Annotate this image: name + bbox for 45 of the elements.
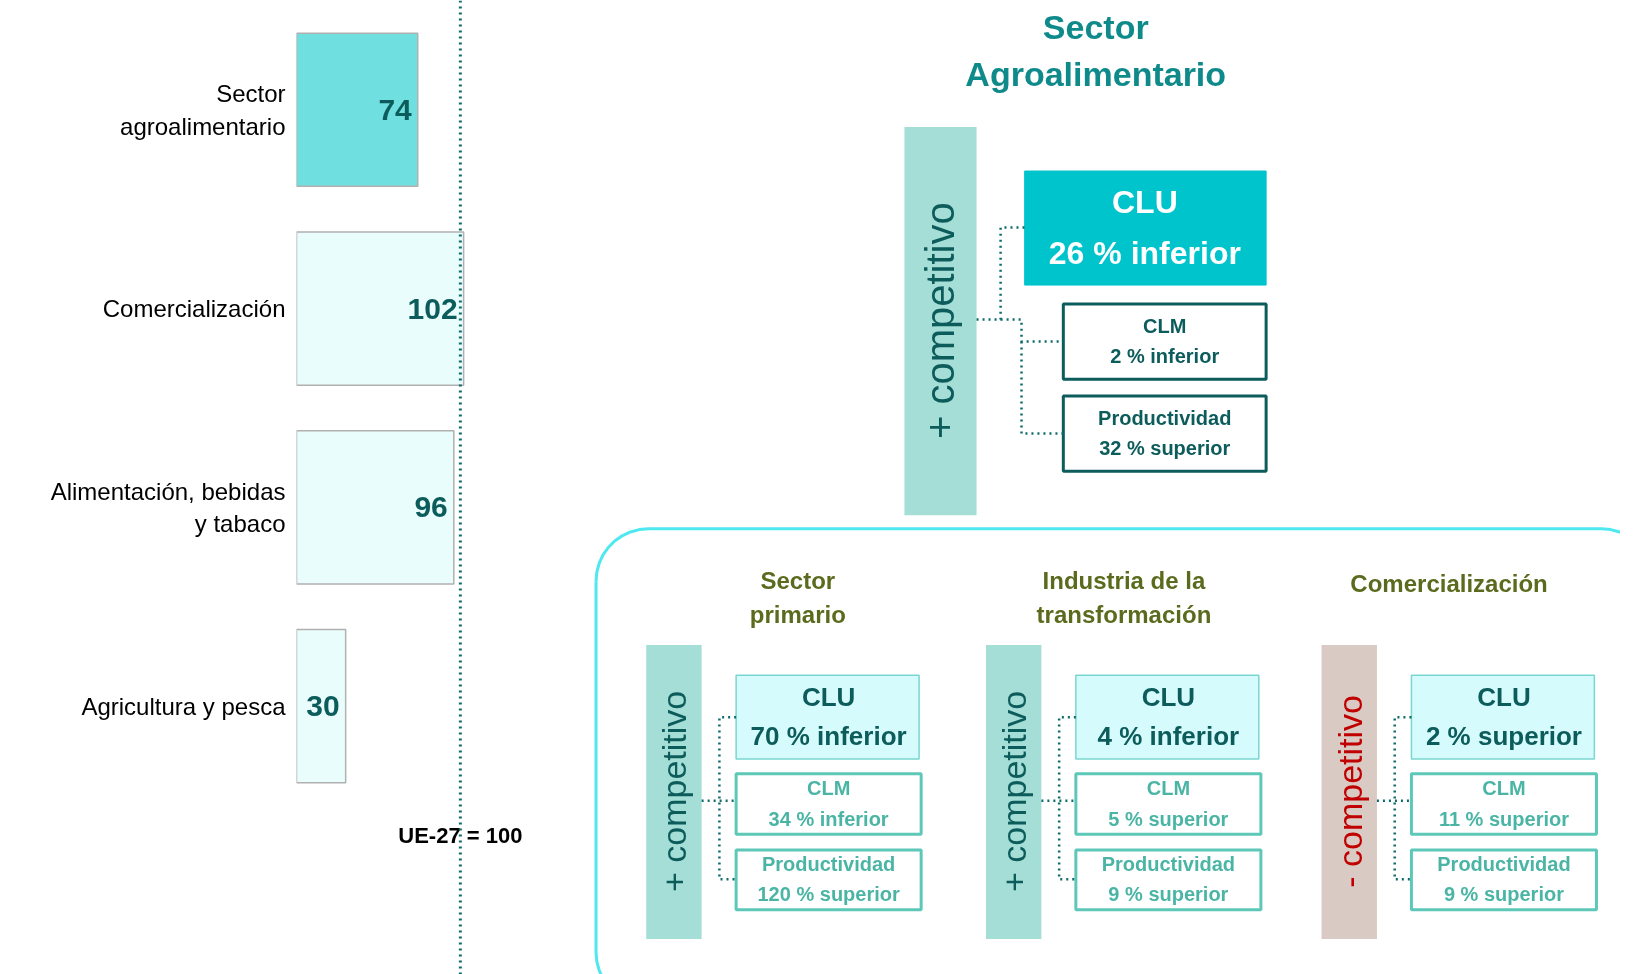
text: CLU — [1477, 682, 1531, 713]
text: Sector primario — [749, 567, 846, 629]
text: + competitivo — [995, 690, 1034, 893]
data-label: 74 — [378, 92, 413, 126]
text: CLM — [1482, 777, 1526, 800]
bar — [296, 628, 347, 784]
text: Comercialización — [1350, 569, 1548, 597]
text: 9 % superior — [1443, 882, 1565, 905]
text: Industria de la transformación — [1036, 567, 1212, 629]
text: 2 % superior — [1425, 720, 1582, 751]
text: 34 % inferior — [768, 807, 889, 830]
text: 26 % inferior — [1048, 234, 1241, 271]
bar — [296, 430, 455, 585]
data-label: 30 — [306, 689, 340, 723]
text: - competitivo — [1330, 695, 1369, 888]
text: 9 % superior — [1108, 882, 1229, 905]
text: 5 % superior — [1108, 807, 1229, 830]
text: CLM — [1146, 777, 1191, 800]
y-tick-label: Agricultura y pesca — [81, 692, 287, 720]
data-label: 96 — [414, 490, 448, 524]
bar — [296, 231, 465, 386]
bar — [296, 32, 419, 188]
text: 120 % superior — [757, 882, 900, 905]
text: Productividad — [1101, 852, 1236, 875]
text: Productividad — [1098, 406, 1232, 429]
text: CLM — [1143, 314, 1187, 337]
text: CLU — [801, 682, 856, 713]
text: 70 % inferior — [750, 720, 907, 751]
data-label: 102 — [407, 291, 458, 325]
text: CLM — [806, 777, 851, 800]
text: Productividad — [761, 852, 896, 875]
text: + competitivo — [917, 202, 962, 440]
text: + competitivo — [655, 690, 694, 893]
y-tick-label: Sector agroalimentario — [120, 80, 286, 140]
text: 11 % superior — [1438, 807, 1570, 830]
text: 2 % inferior — [1110, 345, 1220, 368]
text: 4 % inferior — [1097, 720, 1240, 751]
y-tick-label: Alimentación, bebidas y tabaco — [50, 477, 286, 538]
text: 32 % superior — [1099, 437, 1231, 460]
text: CLU — [1141, 682, 1196, 713]
text: CLU — [1111, 184, 1178, 221]
y-tick-label: Comercialización — [102, 295, 286, 323]
text: Productividad — [1437, 852, 1571, 875]
text: Sector Agroalimentario — [965, 7, 1227, 94]
ref-line-label: UE-27 = 100 — [398, 822, 523, 848]
